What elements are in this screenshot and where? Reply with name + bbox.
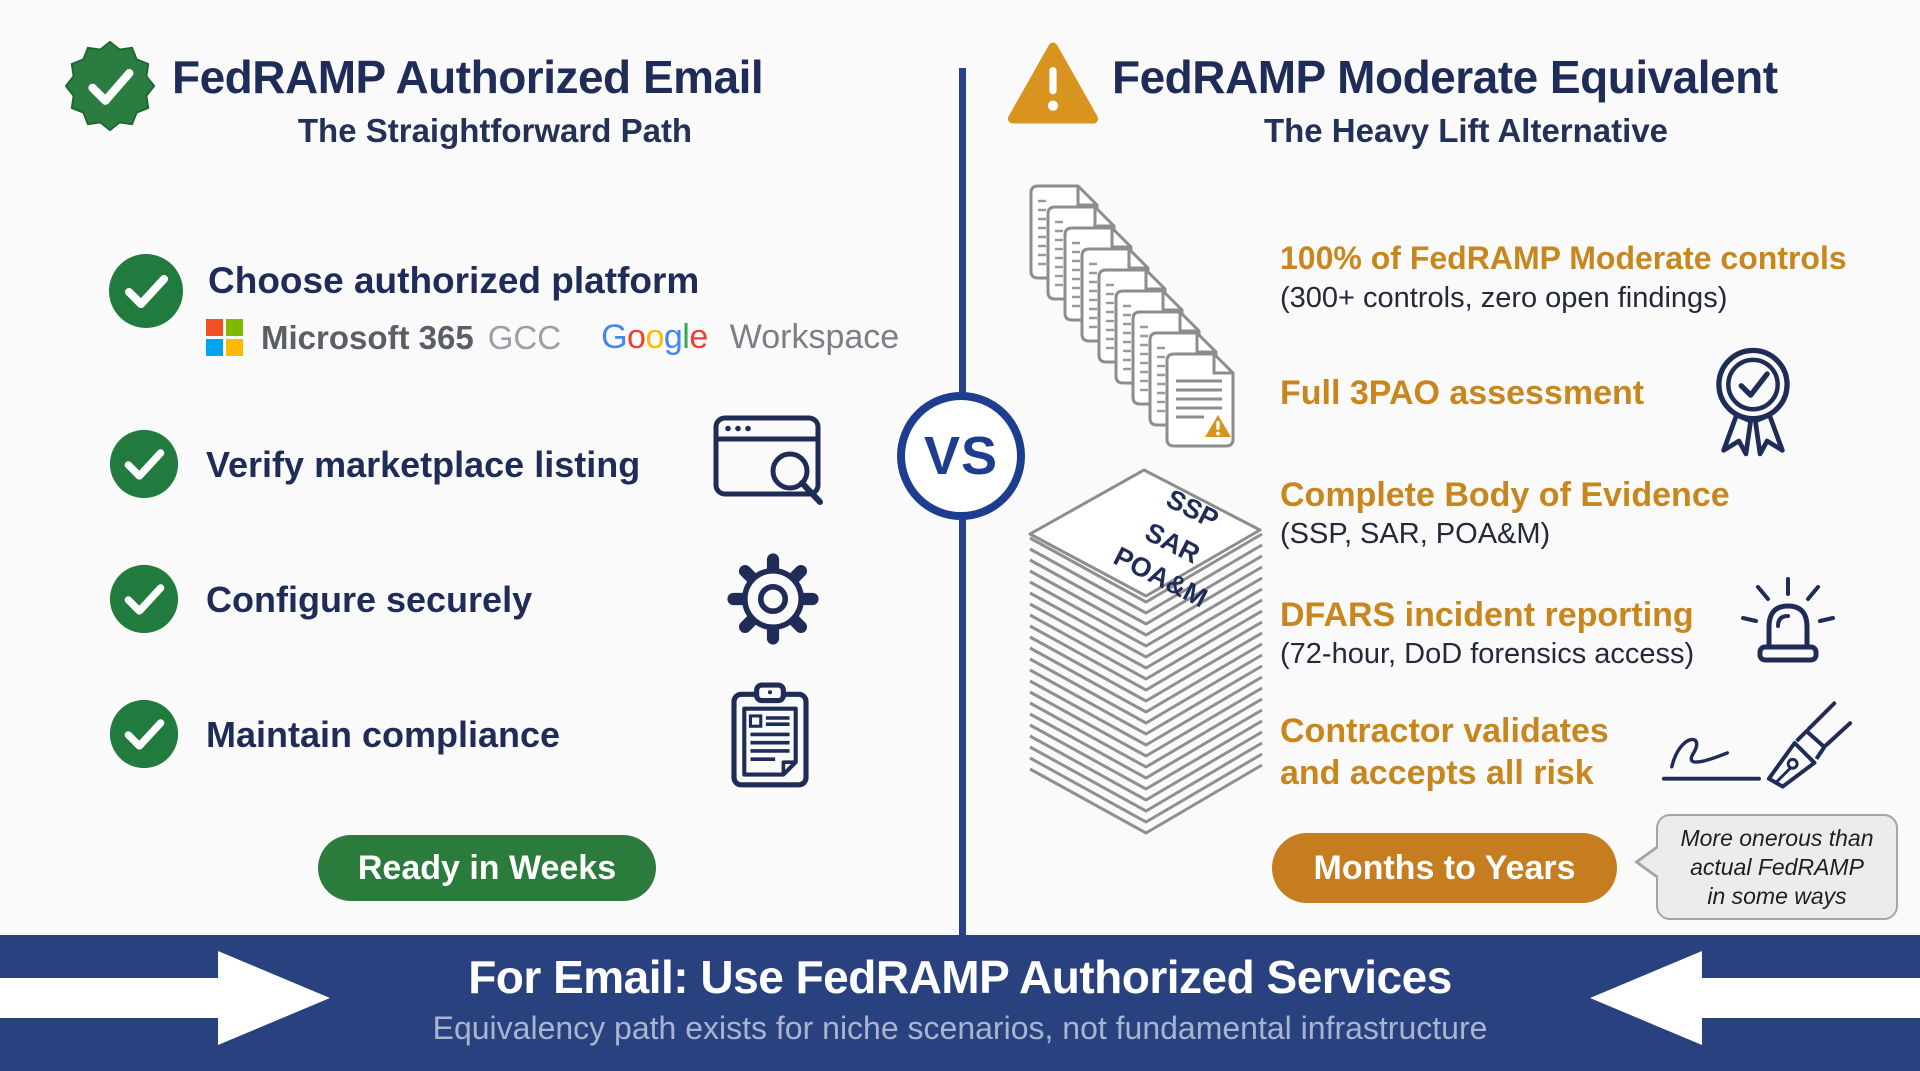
- speech-bubble-line: in some ways: [1707, 882, 1847, 909]
- check-circle-icon: [109, 254, 183, 328]
- check-circle-icon: [109, 429, 179, 499]
- checklist-item-label: Configure securely: [206, 579, 533, 620]
- bottom-banner: [0, 935, 1920, 1071]
- award-rosette-icon: [1716, 347, 1790, 457]
- banner-subtitle: Equivalency path exists for niche scenar…: [432, 1010, 1488, 1046]
- microsoft-logo-icon: [206, 319, 243, 356]
- warning-triangle-icon: [1007, 42, 1099, 124]
- checklist-item-label: Maintain compliance: [206, 714, 561, 755]
- arrow-left-icon: [1590, 951, 1920, 1045]
- right-item-subtext: (72-hour, DoD forensics access): [1280, 638, 1695, 670]
- left-column-subtitle: The Straightforward Path: [297, 112, 693, 149]
- gcc-label: GCC: [487, 318, 562, 356]
- arrow-right-icon: [0, 951, 330, 1045]
- paper-pile-icon: SSP SAR POA&M: [1028, 468, 1264, 835]
- right-item-heading: Contractor validates: [1280, 712, 1609, 750]
- right-column-title: FedRAMP Moderate Equivalent: [1112, 51, 1778, 103]
- right-item-heading: DFARS incident reporting: [1280, 596, 1694, 634]
- vs-badge: VS: [897, 392, 1025, 520]
- check-circle-icon: [109, 699, 179, 769]
- google-logo-wordmark: Google: [601, 318, 708, 356]
- timeline-badge-weeks: Ready in Weeks: [318, 835, 656, 901]
- workspace-label: Workspace: [729, 318, 900, 356]
- speech-bubble-tail: [1639, 846, 1661, 878]
- right-column-subtitle: The Heavy Lift Alternative: [1263, 112, 1669, 149]
- verified-seal-icon: [64, 40, 156, 132]
- gear-icon: [727, 553, 819, 645]
- speech-bubble-line: actual FedRAMP: [1690, 853, 1864, 880]
- right-item-heading: 100% of FedRAMP Moderate controls: [1280, 240, 1847, 276]
- right-item-subtext: (300+ controls, zero open findings): [1280, 282, 1728, 314]
- timeline-badge-months: Months to Years: [1272, 833, 1617, 903]
- siren-icon: [1741, 577, 1835, 663]
- platform-logos: Microsoft 365 GCC Google Workspace: [206, 318, 899, 357]
- microsoft-365-label: Microsoft 365: [261, 318, 474, 356]
- left-column-title: FedRAMP Authorized Email: [172, 51, 764, 103]
- banner-title: For Email: Use FedRAMP Authorized Servic…: [468, 951, 1452, 1003]
- speech-bubble: More onerous than actual FedRAMP in some…: [1656, 814, 1898, 920]
- document-cascade-icon: [1029, 184, 1235, 448]
- signature-pen-icon: [1661, 701, 1853, 789]
- checklist-item-label: Choose authorized platform: [208, 260, 700, 301]
- clipboard-icon: [731, 682, 809, 788]
- right-item-heading: Full 3PAO assessment: [1280, 374, 1645, 412]
- browser-search-icon: [713, 415, 823, 505]
- check-circle-icon: [109, 564, 179, 634]
- checklist-item-label: Verify marketplace listing: [206, 444, 641, 485]
- speech-bubble-line: More onerous than: [1680, 824, 1874, 851]
- right-item-subtext: (SSP, SAR, POA&M): [1280, 518, 1551, 550]
- right-item-heading-line2: and accepts all risk: [1280, 754, 1594, 792]
- right-item-heading: Complete Body of Evidence: [1280, 476, 1730, 514]
